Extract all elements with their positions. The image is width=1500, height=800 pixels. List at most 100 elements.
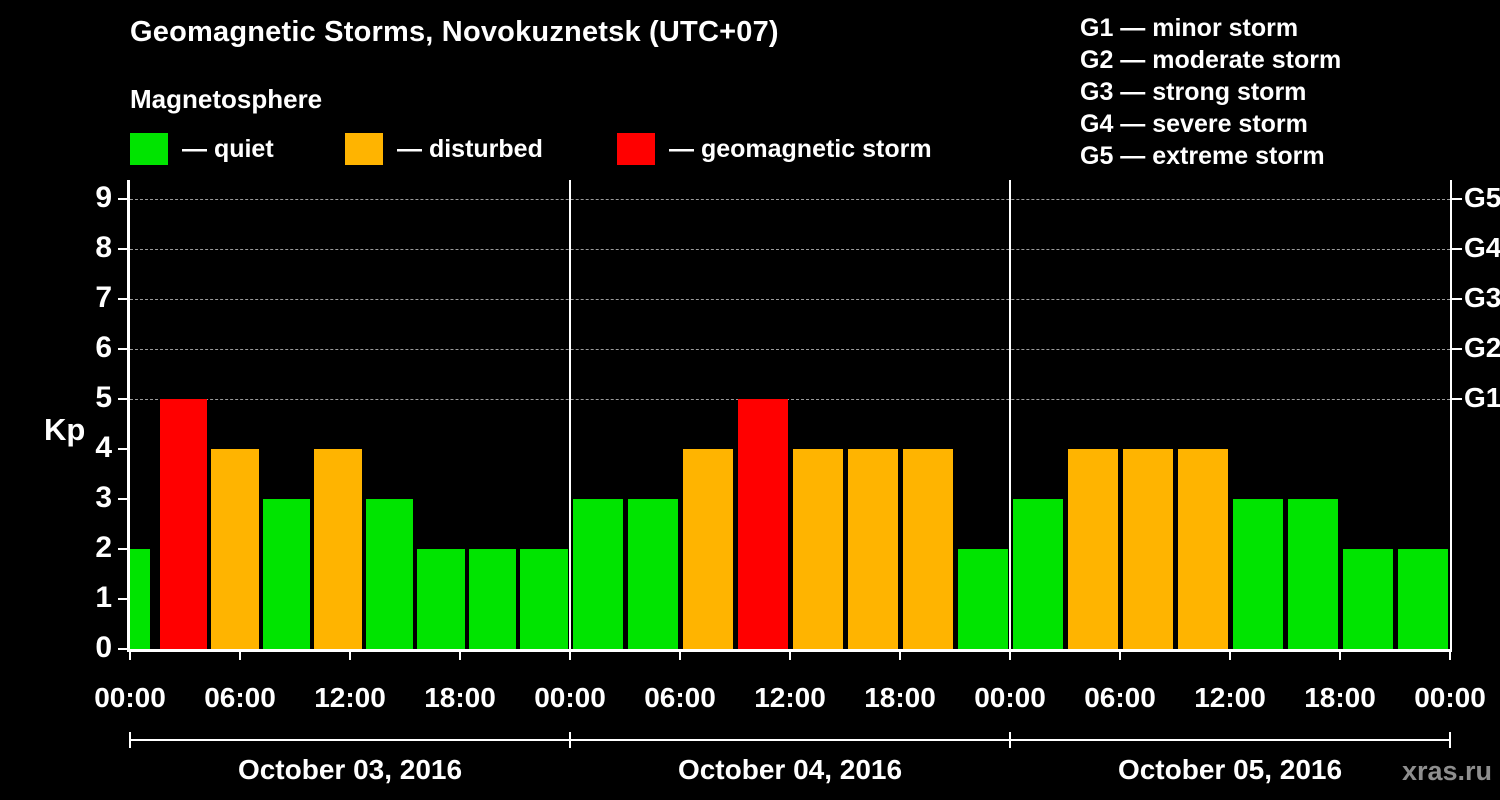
y-tick-label: 1 [95, 581, 112, 614]
y-tick-label: 4 [95, 431, 112, 464]
g-level-label: G5 [1464, 182, 1500, 213]
kp-bar [683, 449, 733, 649]
x-tick-label: 06:00 [644, 682, 716, 713]
kp-bar [468, 549, 517, 649]
y-tick [118, 598, 128, 600]
y-tick-label: 5 [95, 381, 112, 414]
x-tick-label: 00:00 [1414, 682, 1486, 713]
kp-bar [314, 449, 362, 649]
y-tick [118, 198, 128, 200]
y-tick-label: 2 [95, 531, 112, 564]
date-label-day3: October 05, 2016 [1117, 754, 1343, 785]
y-tick [118, 248, 128, 250]
kp-bar [958, 549, 1008, 649]
kp-gridline-5 [130, 399, 1450, 400]
legend-label-quiet: — quiet [182, 134, 274, 163]
y-tick-label: 0 [95, 631, 112, 664]
g-level-label: G2 [1464, 332, 1500, 363]
x-tick-label: 18:00 [864, 682, 936, 713]
disturbed-swatch-icon [345, 133, 383, 165]
kp-bar [520, 549, 568, 649]
x-tick-label: 12:00 [754, 682, 826, 713]
g-tick [1452, 348, 1462, 350]
kp-bar [1233, 499, 1283, 649]
y-tick-label: 9 [95, 181, 112, 214]
x-tick-label: 00:00 [94, 682, 166, 713]
date-boundary-tick [1009, 732, 1011, 748]
y-tick [118, 498, 128, 500]
legend-item-quiet: — quiet [130, 132, 274, 166]
kp-bar [130, 549, 150, 649]
x-tick [349, 652, 351, 660]
g-tick [1452, 398, 1462, 400]
y-tick [118, 298, 128, 300]
kp-bar [1178, 449, 1228, 649]
kp-bar [1288, 499, 1338, 649]
date-boundary-tick [1449, 732, 1451, 748]
plot-area [130, 180, 1450, 649]
x-tick [1339, 652, 1341, 660]
kp-bar [417, 549, 465, 649]
x-tick-label: 00:00 [534, 682, 606, 713]
date-label-day1: October 03, 2016 [237, 754, 463, 785]
kp-gridline-6 [130, 349, 1450, 350]
y-tick-label: 6 [95, 331, 112, 364]
x-tick [1009, 652, 1011, 660]
y-tick [118, 548, 128, 550]
x-tick-label: 18:00 [424, 682, 496, 713]
g-level-label: G4 [1464, 232, 1500, 263]
x-tick [1119, 652, 1121, 660]
kp-bar [1398, 549, 1448, 649]
magnetosphere-label: Magnetosphere [130, 84, 323, 114]
day-separator [569, 180, 571, 649]
x-axis-line [127, 649, 1452, 652]
kp-bar [903, 449, 953, 649]
right-axis-line [1450, 180, 1452, 652]
legend-item-disturbed: — disturbed [345, 132, 543, 166]
y-tick [118, 348, 128, 350]
kp-bar [628, 499, 678, 649]
y-axis-line [127, 180, 130, 652]
kp-bar [1343, 549, 1393, 649]
y-tick [118, 398, 128, 400]
g-tick [1452, 298, 1462, 300]
y-tick [118, 448, 128, 450]
kp-bar [738, 399, 788, 649]
date-label-day2: October 04, 2016 [677, 754, 903, 785]
x-tick [679, 652, 681, 660]
quiet-swatch-icon [130, 133, 168, 165]
kp-bar [211, 449, 259, 649]
y-tick-label: 3 [95, 481, 112, 514]
kp-bar [793, 449, 843, 649]
g3-legend-line: G3 — strong storm [1080, 78, 1307, 106]
kp-bar [1068, 449, 1118, 649]
g-scale-legend: G1 — minor storm G2 — moderate storm G3 … [1080, 12, 1341, 172]
kp-bar [1013, 499, 1063, 649]
page-title: Geomagnetic Storms, Novokuznetsk (UTC+07… [130, 16, 779, 48]
x-tick-label: 12:00 [1194, 682, 1266, 713]
g2-legend-line: G2 — moderate storm [1080, 46, 1342, 74]
g-level-label: G3 [1464, 282, 1500, 313]
x-tick [1449, 652, 1451, 660]
date-boundary-tick [569, 732, 571, 748]
x-tick [459, 652, 461, 660]
kp-gridline-8 [130, 249, 1450, 250]
y-axis-title: Kp [44, 412, 86, 447]
kp-bar [159, 399, 208, 649]
y-tick [118, 648, 128, 650]
x-tick [899, 652, 901, 660]
storm-swatch-icon [617, 133, 655, 165]
x-tick [129, 652, 131, 660]
kp-gridline-9 [130, 199, 1450, 200]
x-tick [789, 652, 791, 660]
x-tick-label: 06:00 [1084, 682, 1156, 713]
x-tick [239, 652, 241, 660]
x-tick-label: 18:00 [1304, 682, 1376, 713]
kp-bar [848, 449, 898, 649]
y-tick-label: 8 [95, 231, 112, 264]
legend-label-storm: — geomagnetic storm [669, 134, 932, 163]
kp-gridline-7 [130, 299, 1450, 300]
g-tick [1452, 248, 1462, 250]
kp-bar [1123, 449, 1173, 649]
